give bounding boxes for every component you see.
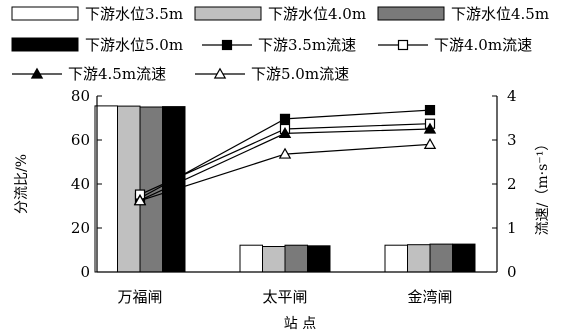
bar-s2-1 [262,246,286,273]
left-tick-label: 0 [80,263,90,281]
plot-area [94,104,476,273]
legend-label-bar-1: 下游水位3.5m [85,5,183,23]
bar-s1-2 [384,244,408,273]
left-tick-label: 80 [71,87,90,105]
bar-s2-2 [407,244,431,273]
legend-label-line-4: 下游5.0m流速 [251,65,349,83]
legend-swatch-bar-3 [377,6,445,21]
bar-s2-0 [117,105,141,273]
right-tick-label: 1 [507,219,517,237]
left-axis-title: 分流比/% [14,154,30,214]
bar-s1-0 [94,105,118,273]
right-tick-label: 4 [507,87,517,105]
point-s1-2 [424,104,436,116]
x-tick-label: 太平闸 [262,288,307,306]
bar-s3-2 [429,243,453,273]
legend-label-line-3: 下游4.5m流速 [68,65,166,83]
point-s4-1 [278,147,292,159]
left-tick-label: 20 [71,219,90,237]
legend-marker-4 [213,67,227,79]
x-tick-label: 万福闸 [117,288,162,306]
legend-swatch-bar-2 [194,6,262,21]
point-s4-2 [423,137,437,149]
right-axis-title: 流速/（m·s⁻¹） [535,137,551,236]
point-s4-0 [133,194,147,206]
legend-marker-3 [30,67,44,79]
legend-marker-2 [397,39,409,51]
left-tick-label: 60 [71,131,90,149]
right-tick-label: 2 [507,175,517,193]
right-tick-label: 3 [507,131,517,149]
left-tick-label: 40 [71,175,90,193]
point-s3-2 [423,122,437,134]
legend-label-bar-2: 下游水位4.0m [268,5,366,23]
bar-s3-1 [284,244,308,273]
legend-label-line-2: 下游4.0m流速 [434,36,532,54]
legend-swatch-bar-4 [11,37,79,52]
legend-label-line-1: 下游3.5m流速 [258,36,356,54]
legend-label-bar-4: 下游水位5.0m [85,36,183,54]
legend-swatch-bar-1 [11,6,79,21]
legend-label-bar-3: 下游水位4.5m [451,5,549,23]
x-axis-title: 站 点 [284,316,316,331]
legend: 下游水位3.5m 下游水位4.0m 下游水位4.5m 下游水位5.0m 下游3.5m流速… [11,5,549,83]
right-tick-label: 0 [507,263,517,281]
point-s3-1 [278,126,292,138]
legend-marker-1 [221,39,233,51]
bar-s4-1 [307,245,331,273]
x-tick-label: 金湾闸 [407,288,452,306]
bar-s1-1 [239,244,263,273]
bar-s4-2 [452,243,476,273]
point-s1-1 [279,113,291,124]
